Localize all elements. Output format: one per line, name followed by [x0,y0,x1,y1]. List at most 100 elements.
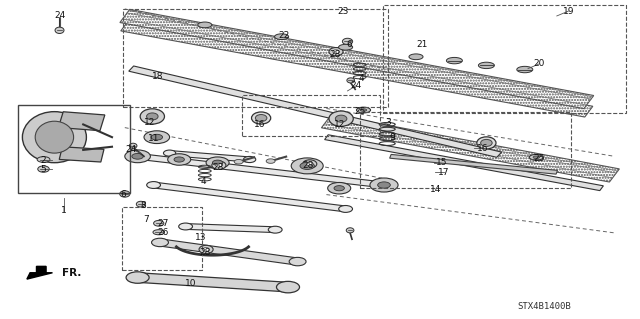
Circle shape [131,153,145,160]
Text: 6: 6 [121,190,126,199]
Ellipse shape [307,162,313,166]
Bar [122,207,202,270]
Ellipse shape [517,66,532,73]
Circle shape [132,153,143,159]
Ellipse shape [479,62,495,69]
Ellipse shape [147,113,158,120]
Text: 27: 27 [157,219,169,228]
Ellipse shape [120,191,130,197]
Text: 24: 24 [125,145,137,154]
Ellipse shape [255,115,267,122]
Circle shape [328,182,351,194]
Circle shape [266,159,275,163]
Polygon shape [136,273,289,292]
Ellipse shape [136,201,145,207]
Text: 3: 3 [386,118,391,127]
Ellipse shape [335,115,347,122]
Polygon shape [121,20,593,117]
Ellipse shape [140,109,164,124]
Circle shape [243,156,256,163]
Ellipse shape [38,166,49,172]
Ellipse shape [252,112,271,124]
Ellipse shape [199,245,213,254]
Polygon shape [27,266,52,279]
Text: 8: 8 [141,201,146,210]
Text: 28: 28 [199,248,211,256]
Text: 23: 23 [337,7,349,16]
Circle shape [168,154,191,165]
Ellipse shape [198,22,212,28]
Ellipse shape [477,137,496,149]
Text: 15: 15 [436,158,447,167]
Text: 5: 5 [41,165,46,174]
Circle shape [206,157,229,168]
Text: 12: 12 [334,120,346,129]
Ellipse shape [203,248,209,251]
Text: 13: 13 [195,233,206,242]
Ellipse shape [347,78,355,83]
Polygon shape [58,112,105,131]
Text: 21: 21 [417,40,428,48]
Text: 26: 26 [157,228,169,237]
Text: 9: 9 [390,133,395,142]
Ellipse shape [37,157,50,162]
Ellipse shape [481,139,492,146]
Text: 4: 4 [359,74,364,83]
Polygon shape [152,182,347,212]
Ellipse shape [533,156,540,159]
Ellipse shape [153,230,164,235]
Circle shape [300,162,314,169]
Circle shape [291,158,323,174]
Text: 25: 25 [533,154,545,163]
Circle shape [126,272,149,283]
Polygon shape [158,239,300,265]
Text: 14: 14 [429,185,441,194]
Ellipse shape [356,107,371,113]
Bar [18,105,130,193]
Polygon shape [60,147,104,162]
Circle shape [334,186,344,191]
Polygon shape [390,154,557,174]
Circle shape [179,223,193,230]
Circle shape [339,205,353,212]
Ellipse shape [129,143,137,148]
Bar [123,9,388,107]
Ellipse shape [35,121,74,153]
Ellipse shape [529,154,543,160]
Circle shape [378,182,390,188]
Circle shape [151,134,163,140]
Text: 2: 2 [41,156,46,165]
Ellipse shape [154,220,164,226]
Text: 11: 11 [148,134,159,143]
Ellipse shape [212,161,226,169]
Ellipse shape [55,27,64,33]
Ellipse shape [339,44,353,50]
Polygon shape [324,135,604,190]
Polygon shape [321,115,620,182]
Text: 28: 28 [212,163,223,172]
Ellipse shape [409,54,423,60]
Circle shape [174,157,184,162]
Ellipse shape [342,38,353,45]
Circle shape [152,238,168,247]
Text: 4: 4 [201,177,206,186]
Text: 16: 16 [477,144,488,153]
Text: 18: 18 [152,72,164,81]
Text: STX4B1400B: STX4B1400B [517,302,571,311]
Circle shape [163,150,176,156]
Ellipse shape [447,57,463,64]
Circle shape [268,226,282,233]
Circle shape [289,257,306,266]
Text: 24: 24 [54,11,65,20]
Polygon shape [185,224,276,233]
Text: 17: 17 [438,168,449,177]
Ellipse shape [360,109,367,111]
Text: 7: 7 [143,215,148,224]
Ellipse shape [346,228,354,233]
Circle shape [276,281,300,293]
Ellipse shape [329,111,353,126]
Circle shape [147,182,161,189]
Ellipse shape [275,34,289,40]
Text: 1: 1 [61,206,67,215]
Text: FR.: FR. [62,268,81,278]
